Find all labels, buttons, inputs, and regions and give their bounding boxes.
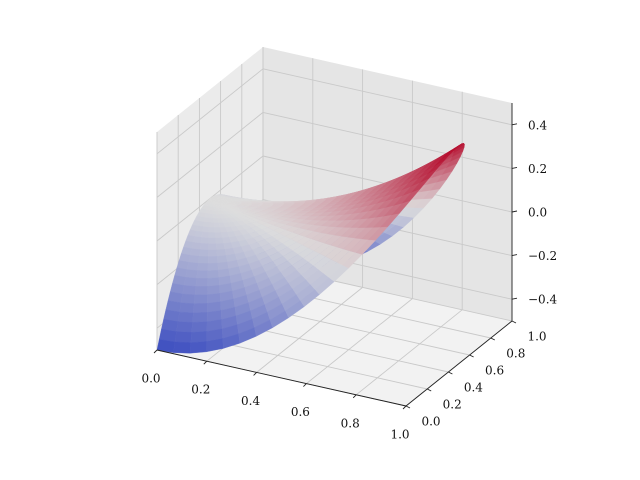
tick-labels: 0.00.20.40.60.81.00.00.20.40.60.81.0−0.4… [141,118,557,441]
surface-facet [207,285,221,295]
x-tick-mark [203,360,208,365]
y-tick-mark [426,388,432,392]
y-tick-mark [448,371,453,375]
surface-facet [191,242,202,250]
y-axis-line [405,320,513,407]
surface-facet [208,232,216,239]
z-tick-mark [511,297,518,300]
surface-facet [194,230,203,238]
surface-facet [185,269,198,279]
surface-facet [194,286,208,295]
x-tick-mark [352,394,357,399]
surface-facet [196,270,209,279]
surface-facet [201,231,209,239]
y-tick-label: 0.8 [506,347,525,361]
grid-line-x-floor [306,298,413,384]
x-tick-mark [153,349,158,354]
surface-facet [208,227,216,233]
surface-facet [173,341,191,354]
grid-line-x-floor [355,309,463,396]
surface-facet [176,321,193,333]
surface-facet [188,254,200,264]
surface-facet [189,248,201,257]
x-tick-label: 0.8 [341,416,360,430]
surface-facet [355,239,376,255]
surface-facet [182,285,196,295]
surface-facet [204,213,210,219]
y-tick-mark [469,354,474,358]
surface-facet [208,243,217,251]
surface-mesh [156,142,465,354]
x-tick-label: 0.4 [241,394,260,408]
surface-facet [208,222,215,228]
surface-facet [208,217,215,223]
surface-facet [183,277,197,287]
y-tick-label: 0.6 [485,364,504,378]
surface-facet [177,311,194,323]
surface-facet [193,236,202,244]
surface-facet [193,294,208,304]
surface-facet [216,255,228,264]
grid-line-z-back [262,68,513,126]
grid-line-z-left [156,68,264,155]
y-tick-mark [490,337,496,341]
surface-facet [190,331,208,343]
surface-facet [189,341,207,354]
surface-facet [216,249,227,257]
surface-facet [174,331,192,343]
y-tick-label: 0.4 [464,381,483,395]
grid-line-z-back [262,111,513,169]
surface-facet [215,237,224,244]
surface-facet [200,237,209,244]
surface-facet [192,312,208,323]
x-tick-label: 0.2 [191,383,210,397]
surface-facet [202,226,210,233]
x-tick-label: 0.6 [291,405,310,419]
y-tick-label: 0.2 [443,398,462,412]
y-tick-label: 0.0 [421,415,440,429]
y-tick-label: 1.0 [527,330,546,344]
surface-facet [207,269,220,279]
z-tick-label: 0.0 [528,206,547,220]
x-tick-mark [253,372,257,376]
surface-facet [205,209,210,215]
x-axis-line [156,349,407,407]
y-tick-mark [405,405,411,409]
x-tick-mark [303,383,307,387]
z-tick-label: −0.2 [528,249,557,263]
surface-facet [208,237,217,244]
z-tick-label: −0.4 [528,293,558,307]
surface-facet [186,261,199,271]
x-tick-label: 1.0 [390,428,409,442]
x-tick-label: 0.0 [141,372,160,386]
z-tick-mark [511,166,518,169]
z-tick-mark [511,123,518,126]
grid-line-z-left [156,112,264,198]
surface-facet [195,278,208,287]
z-tick-mark [511,210,518,213]
z-tick-label: 0.2 [528,162,547,176]
surface-facet [203,221,210,228]
surface-facet [191,321,208,333]
y-tick-mark [511,320,517,324]
surface-facet [207,249,218,257]
surface-facet [207,256,218,264]
surface-facet [207,277,220,287]
surface-facet [179,302,195,314]
z-tick-label: 0.4 [528,118,547,132]
z-tick-mark [511,254,518,257]
surface-facet [180,293,196,304]
grid-line-x-floor [256,287,363,373]
surface-facet [198,249,209,257]
x-tick-mark [402,405,407,410]
surface-facet [199,243,209,251]
surface-facet [198,255,209,264]
surface-facet [193,303,208,314]
surface-facet [215,243,226,251]
surface-facet [207,262,219,271]
surface-facet [197,262,209,271]
surface-facet [203,217,210,223]
